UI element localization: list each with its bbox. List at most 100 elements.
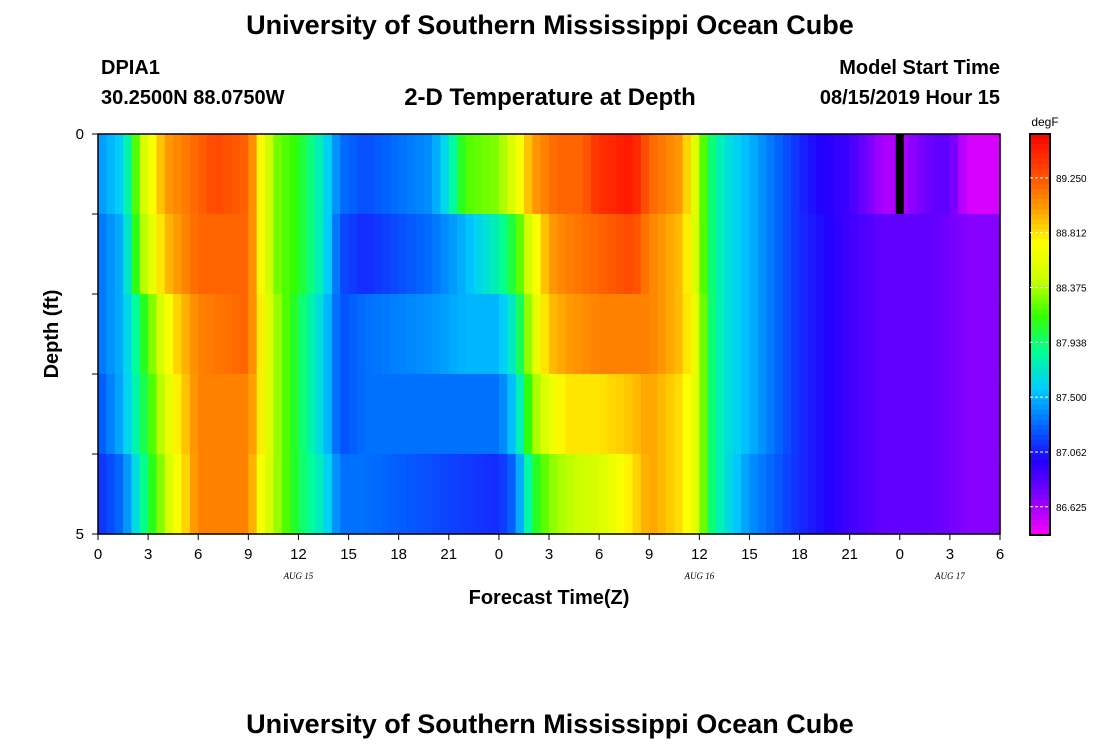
heatmap-cell	[248, 454, 258, 535]
heatmap-cell	[482, 454, 492, 535]
heatmap-cell	[649, 214, 659, 295]
heatmap-cell	[615, 294, 625, 375]
heatmap-cell	[849, 294, 859, 375]
heatmap-cell	[273, 454, 283, 535]
colorbar-tick-label: 89.250	[1056, 174, 1087, 185]
heatmap-cell	[231, 374, 241, 455]
heatmap-cell	[774, 214, 784, 295]
colorbar-segment	[1030, 474, 1050, 481]
heatmap-cell	[490, 454, 500, 535]
heatmap-cell	[749, 374, 759, 455]
heatmap-cell	[515, 294, 525, 375]
heatmap-cell	[407, 134, 416, 215]
heatmap-cell	[766, 454, 776, 535]
heatmap-cell	[832, 134, 842, 215]
model-start-label: Model Start Time	[839, 57, 1000, 79]
heatmap-cell	[290, 134, 300, 215]
heatmap-cell	[189, 454, 199, 535]
colorbar-segment	[1030, 279, 1050, 285]
heatmap-cell	[315, 294, 325, 375]
heatmap-cell	[164, 454, 174, 535]
heatmap-cell	[657, 454, 667, 535]
heatmap-cell	[273, 134, 283, 215]
colorbar-segment	[1030, 499, 1050, 506]
heatmap-cell	[966, 214, 976, 295]
heatmap-cell	[799, 134, 809, 215]
heatmap-cell	[916, 134, 926, 215]
colorbar-segment	[1030, 469, 1050, 476]
heatmap-cell	[983, 454, 993, 535]
heatmap-cell	[716, 214, 725, 295]
heatmap-cell	[607, 374, 617, 455]
heatmap-cell	[916, 454, 926, 535]
x-tick-label: 9	[244, 546, 252, 563]
heatmap-cell	[306, 294, 316, 375]
colorbar-segment	[1030, 489, 1050, 496]
date-label: AUG 16	[683, 571, 714, 581]
heatmap-cell	[782, 294, 792, 375]
heatmap-cell	[189, 134, 199, 215]
heatmap-cell	[632, 294, 642, 375]
station-id: DPIA1	[101, 57, 160, 79]
heatmap-cell	[423, 374, 433, 455]
heatmap-cell	[515, 214, 525, 295]
heatmap-cell	[198, 294, 208, 375]
heatmap-cell	[181, 214, 191, 295]
heatmap-cell	[699, 294, 709, 375]
heatmap-cell	[239, 374, 249, 455]
colorbar-segment	[1030, 464, 1050, 471]
colorbar-tick-label: 88.375	[1056, 284, 1087, 295]
heatmap-cell	[665, 294, 675, 375]
heatmap-cell	[231, 134, 241, 215]
heatmap-cell	[198, 214, 208, 295]
date-labels: AUG 15 AUG 16 AUG 17	[283, 571, 966, 581]
heatmap-cell	[933, 214, 943, 295]
heatmap-cell	[983, 294, 993, 375]
heatmap-cell	[348, 454, 358, 535]
colorbar-segment	[1030, 314, 1050, 321]
heatmap-cell	[231, 294, 241, 375]
heatmap-cell	[331, 214, 341, 295]
heatmap-cell	[206, 454, 216, 535]
heatmap-cell	[482, 134, 492, 215]
heatmap-cell	[381, 294, 391, 375]
heatmap-cell	[858, 374, 867, 455]
heatmap-cell	[390, 214, 400, 295]
heatmap-cell	[624, 374, 634, 455]
heatmap-cell	[649, 454, 659, 535]
heatmap-cell	[582, 134, 592, 215]
heatmap-cell	[949, 294, 959, 375]
heatmap-cell	[532, 134, 542, 215]
missing-data-cell	[895, 134, 904, 214]
heatmap-cell	[766, 214, 776, 295]
heatmap-cell	[273, 214, 283, 295]
colorbar-segment	[1030, 224, 1050, 230]
heatmap-cell	[498, 134, 508, 215]
heatmap-cell	[741, 454, 751, 535]
heatmap-cell	[164, 374, 174, 455]
heatmap-cell	[624, 214, 634, 295]
heatmap-cell	[532, 374, 542, 455]
colorbar-segment	[1030, 274, 1050, 280]
heatmap-cell	[574, 214, 584, 295]
heatmap-cell	[114, 294, 124, 375]
heatmap-cell	[256, 294, 266, 375]
heatmap-cell	[791, 374, 801, 455]
heatmap-cell	[281, 294, 291, 375]
heatmap-cell	[390, 134, 400, 215]
heatmap-cell	[716, 454, 725, 535]
heatmap-cell	[874, 454, 884, 535]
heatmap-cell	[256, 454, 266, 535]
heatmap-cell	[465, 214, 475, 295]
heatmap-cell	[883, 214, 893, 295]
heatmap-cell	[490, 214, 500, 295]
date-label: AUG 17	[934, 571, 965, 581]
heatmap-cell	[816, 374, 826, 455]
colorbar-segment	[1030, 154, 1050, 160]
heatmap-cell	[423, 134, 433, 215]
colorbar-segment	[1030, 434, 1050, 441]
heatmap-cell	[239, 294, 249, 375]
heatmap-cell	[916, 294, 926, 375]
heatmap-cell	[849, 134, 859, 215]
heatmap-cell	[131, 454, 141, 535]
